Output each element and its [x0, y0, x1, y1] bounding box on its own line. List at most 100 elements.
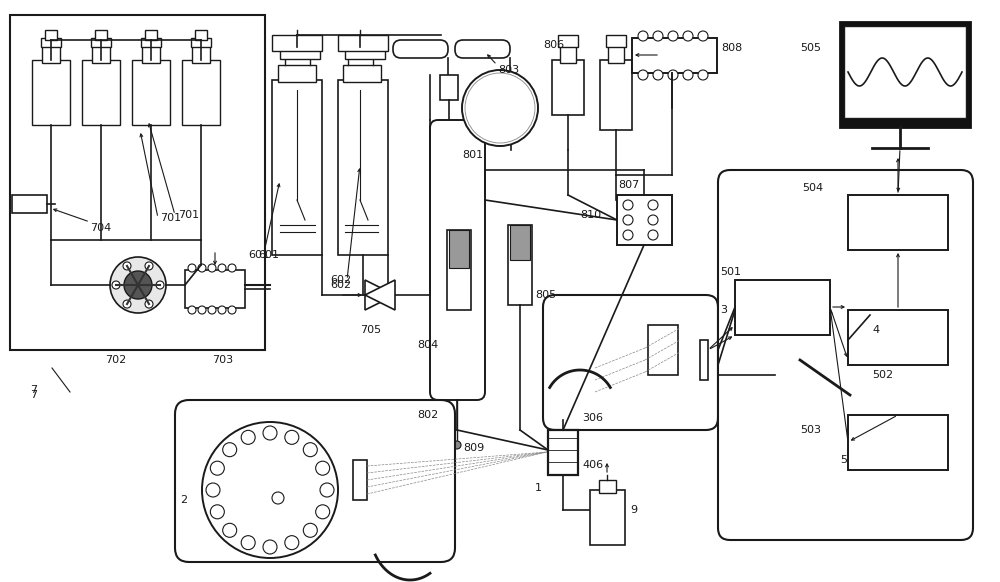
Text: 703: 703	[212, 355, 233, 365]
Circle shape	[453, 441, 461, 449]
Text: 805: 805	[535, 290, 556, 300]
Text: 602: 602	[330, 280, 351, 290]
Circle shape	[303, 523, 317, 537]
Circle shape	[698, 31, 708, 41]
Text: 810: 810	[580, 210, 601, 220]
Bar	[558, 35, 578, 47]
Bar	[510, 225, 530, 260]
Circle shape	[698, 70, 708, 80]
Circle shape	[223, 523, 237, 537]
Bar	[648, 325, 678, 375]
Bar	[632, 38, 717, 73]
Circle shape	[145, 262, 153, 270]
Circle shape	[272, 492, 284, 504]
Bar	[449, 230, 469, 268]
Bar	[142, 45, 160, 63]
Bar	[855, 355, 861, 390]
Circle shape	[124, 271, 152, 299]
Text: 1: 1	[535, 483, 542, 493]
Text: 705: 705	[360, 325, 381, 335]
Text: 601: 601	[248, 250, 269, 260]
Circle shape	[653, 31, 663, 41]
Text: 704: 704	[90, 223, 111, 233]
Circle shape	[623, 215, 633, 225]
Bar	[132, 60, 170, 125]
Circle shape	[683, 70, 693, 80]
Circle shape	[316, 505, 330, 519]
Circle shape	[198, 306, 206, 314]
Circle shape	[303, 443, 317, 457]
Bar	[552, 60, 584, 115]
Bar	[502, 95, 520, 125]
Text: 7: 7	[30, 390, 37, 400]
FancyBboxPatch shape	[718, 170, 973, 540]
Circle shape	[623, 230, 633, 240]
Circle shape	[263, 426, 277, 440]
Circle shape	[648, 230, 658, 240]
Text: 3: 3	[720, 305, 727, 315]
Circle shape	[683, 31, 693, 41]
Circle shape	[653, 70, 663, 80]
Text: 602: 602	[330, 275, 351, 285]
Bar	[840, 22, 970, 127]
Bar	[353, 460, 367, 500]
Text: 803: 803	[498, 65, 519, 75]
Bar	[844, 26, 966, 118]
Text: 809: 809	[463, 443, 484, 453]
Bar	[617, 195, 672, 245]
Circle shape	[228, 264, 236, 272]
Bar	[182, 60, 220, 125]
Circle shape	[188, 264, 196, 272]
Bar	[700, 340, 708, 380]
Bar	[848, 415, 948, 470]
FancyBboxPatch shape	[543, 295, 718, 430]
Bar	[560, 45, 576, 63]
Circle shape	[210, 505, 224, 519]
Circle shape	[511, 110, 531, 130]
Circle shape	[206, 483, 220, 497]
Circle shape	[123, 262, 131, 270]
Text: 501: 501	[720, 267, 741, 277]
Bar	[10, 15, 265, 350]
Bar	[848, 195, 948, 250]
Bar	[548, 430, 578, 475]
Circle shape	[112, 281, 120, 289]
Circle shape	[198, 264, 206, 272]
Polygon shape	[365, 280, 395, 310]
Text: 802: 802	[417, 410, 438, 420]
Circle shape	[223, 443, 237, 457]
Circle shape	[241, 535, 255, 549]
Bar	[793, 415, 821, 447]
Bar	[185, 270, 245, 308]
Polygon shape	[365, 280, 395, 310]
Bar	[272, 80, 322, 255]
Bar	[41, 38, 61, 47]
Bar	[91, 38, 111, 47]
Text: 702: 702	[105, 355, 126, 365]
Text: 5: 5	[840, 455, 847, 465]
Bar	[338, 80, 388, 255]
FancyBboxPatch shape	[430, 120, 485, 400]
Circle shape	[156, 281, 164, 289]
Text: 503: 503	[800, 425, 821, 435]
Text: 9: 9	[630, 505, 637, 515]
Circle shape	[638, 70, 648, 80]
Bar	[45, 30, 57, 40]
Circle shape	[462, 70, 538, 146]
Text: 701: 701	[178, 210, 199, 220]
Bar	[280, 47, 320, 59]
Circle shape	[228, 306, 236, 314]
Bar	[599, 480, 616, 493]
Text: 306: 306	[582, 413, 603, 423]
FancyBboxPatch shape	[455, 40, 510, 58]
Circle shape	[188, 306, 196, 314]
Bar	[195, 30, 207, 40]
Bar	[92, 45, 110, 63]
Circle shape	[623, 200, 633, 210]
Circle shape	[638, 31, 648, 41]
Text: 406: 406	[582, 460, 603, 470]
Bar	[12, 195, 47, 213]
Circle shape	[263, 540, 277, 554]
Circle shape	[648, 200, 658, 210]
Circle shape	[648, 215, 658, 225]
